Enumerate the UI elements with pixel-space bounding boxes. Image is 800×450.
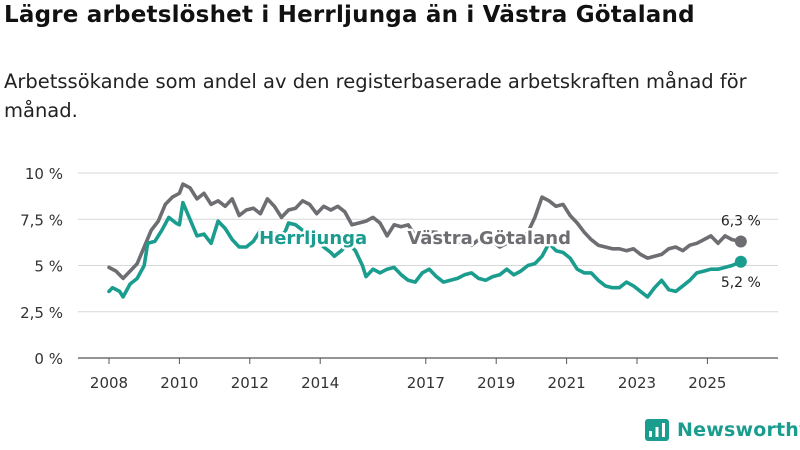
chart-subtitle: Arbetssökande som andel av den registerb… — [4, 70, 747, 122]
end-value-label: 5,2 % — [721, 275, 761, 291]
x-tick-label: 2019 — [477, 374, 515, 392]
x-tick-label: 2008 — [90, 374, 128, 392]
series-name-halo: Västra Götaland — [407, 228, 571, 249]
x-tick-label: 2021 — [548, 374, 586, 392]
series-name-halo: Herrljunga — [259, 228, 367, 249]
bar-chart-logo-icon — [645, 419, 669, 441]
x-tick-label: 2025 — [688, 374, 726, 392]
y-tick-label: 7,5 % — [20, 211, 63, 229]
brand-name: Newsworthy — [677, 419, 800, 441]
x-tick-label: 2010 — [160, 374, 198, 392]
x-tick-label: 2017 — [407, 374, 445, 392]
end-point-dot — [734, 255, 747, 268]
y-tick-label: 10 % — [25, 165, 63, 183]
x-tick-label: 2012 — [231, 374, 269, 392]
y-tick-label: 5 % — [34, 258, 63, 276]
series-line-herrljunga — [107, 200, 743, 299]
end-point-dot — [734, 235, 747, 248]
series-name-label: Herrljunga — [259, 228, 367, 249]
x-tick-label: 2023 — [618, 374, 656, 392]
y-tick-label: 0 % — [34, 350, 63, 368]
series-name-label: Västra Götaland — [407, 228, 571, 249]
chart-title: Lägre arbetslöshet i Herrljunga än i Väs… — [4, 2, 695, 28]
y-tick-label: 2,5 % — [20, 304, 63, 322]
brand-logo: Newsworthy — [645, 419, 800, 441]
end-value-label: 6,3 % — [721, 213, 761, 229]
x-tick-label: 2014 — [301, 374, 339, 392]
series-line-vastra-gotaland — [107, 182, 743, 281]
